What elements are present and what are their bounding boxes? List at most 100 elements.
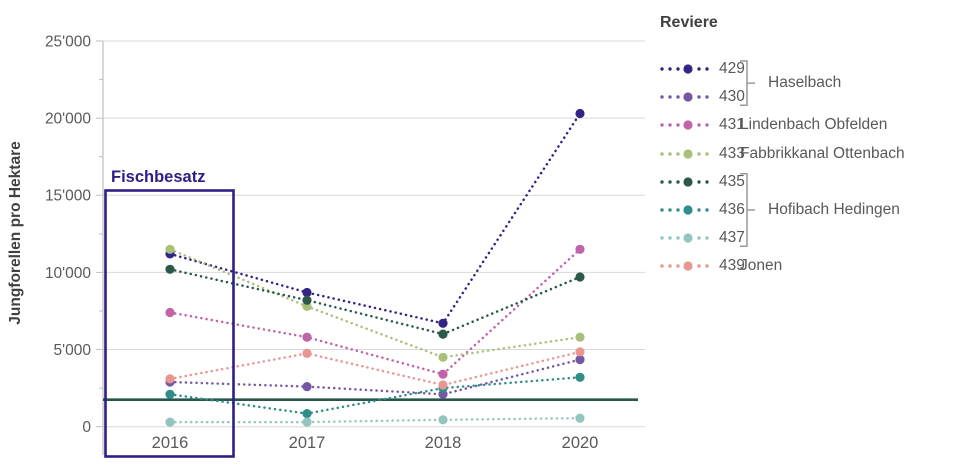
legend-item-431: 431 [658, 116, 745, 134]
legend-dot [697, 208, 701, 212]
legend-dot [660, 95, 664, 99]
legend-item-433: 433 [658, 145, 745, 163]
data-point-439-2020 [575, 347, 585, 357]
legend-series-number: 436 [719, 201, 745, 218]
legend-dot [668, 95, 672, 99]
legend-title: Reviere [660, 14, 718, 31]
legend-dot [697, 123, 701, 128]
data-point-430-2020 [575, 355, 585, 365]
y-tick-label: 0 [82, 419, 91, 436]
data-point-439-2018 [438, 380, 448, 390]
legend-dot [683, 233, 693, 243]
legend-group-label: Lindenbach Obfelden [740, 116, 888, 134]
legend-series-number: 439 [719, 257, 745, 275]
legend-marker-437 [660, 233, 709, 243]
legend-series-number: 433 [719, 144, 745, 162]
legend-dot [683, 205, 693, 215]
legend-dot [676, 236, 680, 240]
legend-dot [660, 123, 664, 128]
series-line-437 [168, 416, 582, 424]
series-line-435 [168, 268, 582, 336]
legend-dot [668, 264, 672, 269]
data-point-433-2018 [438, 352, 448, 362]
legend-series-number: 435 [719, 172, 745, 190]
data-point-429-2018 [438, 318, 448, 328]
legend-dot [683, 120, 693, 130]
legend-dot [705, 123, 709, 128]
legend-dot [668, 151, 672, 156]
x-tick-label: 2016 [152, 434, 189, 452]
data-point-431-2018 [438, 369, 448, 379]
legend-dot [676, 95, 680, 99]
data-point-431-2016 [165, 307, 175, 318]
x-tick-label: 2017 [289, 434, 326, 452]
series-line-433 [168, 248, 582, 359]
series-line-436 [168, 376, 582, 415]
legend-dot [705, 236, 709, 240]
y-axis-title: Jungforellen pro Hektare [7, 141, 24, 325]
data-point-439-2017 [302, 348, 312, 358]
legend-dot [676, 264, 680, 269]
fischbesatz-label: Fischbesatz [111, 168, 205, 186]
data-point-437-2020 [575, 413, 585, 423]
legend-dot [705, 264, 709, 269]
legend-marker-435 [660, 177, 709, 187]
legend-dot [668, 208, 672, 212]
legend-dot [697, 151, 701, 156]
legend-dot [660, 67, 664, 71]
legend-dot [660, 236, 664, 240]
legend-dot [683, 64, 693, 74]
data-point-429-2020 [575, 108, 585, 119]
legend-dot [697, 264, 701, 269]
y-tick-label: 15'000 [45, 188, 91, 205]
data-point-437-2017 [302, 417, 312, 427]
data-point-436-2016 [165, 389, 175, 399]
data-point-436-2020 [575, 372, 585, 382]
legend-item-439: 439 [658, 257, 745, 275]
legend-dot [668, 123, 672, 128]
y-tick-label: 5'000 [54, 342, 92, 359]
x-tick-label: 2018 [425, 434, 462, 452]
series-line-431 [168, 248, 582, 376]
legend-group-label: Jonen [740, 257, 783, 275]
legend-dot [660, 151, 664, 156]
y-tick-label: 25'000 [45, 33, 91, 50]
data-point-435-2017 [302, 295, 312, 305]
legend-dot [683, 92, 693, 102]
data-point-435-2020 [575, 272, 585, 282]
legend-dot [676, 67, 680, 71]
series-line-430 [168, 358, 582, 396]
legend-dot [705, 180, 709, 184]
legend-series-number: 437 [719, 229, 745, 247]
legend-marker-429 [660, 64, 709, 74]
legend-marker-439 [660, 261, 709, 271]
fischbesatz-box [104, 189, 235, 458]
data-point-429-2017 [302, 287, 312, 298]
legend-dot [697, 67, 701, 71]
data-point-435-2016 [165, 264, 175, 274]
legend-item-436: 436 [658, 201, 745, 219]
legend-dot [668, 236, 672, 240]
legend-dot [660, 180, 664, 184]
legend-dot [705, 67, 709, 71]
legend-dot [676, 123, 680, 128]
legend: Reviere 429 430 431 433 435 436 437 439 Haselbac… [656, 0, 960, 300]
legend-dot [705, 151, 709, 156]
x-tick-label: 2020 [562, 434, 599, 452]
y-tick-label: 10'000 [45, 265, 91, 282]
legend-item-437: 437 [658, 229, 745, 247]
legend-item-435: 435 [658, 173, 745, 191]
legend-dot [697, 180, 701, 184]
legend-dot [683, 177, 693, 187]
legend-marker-436 [660, 205, 709, 215]
legend-dot [676, 208, 680, 212]
data-point-436-2017 [302, 409, 312, 419]
legend-item-429: 429 [658, 60, 745, 78]
legend-group-label: Hofibach Hedingen [768, 201, 900, 218]
legend-dot [660, 208, 664, 212]
legend-series-number: 431 [719, 116, 745, 134]
legend-group-label: Fabbrikkanal Ottenbach [740, 144, 905, 162]
data-point-431-2017 [302, 332, 312, 342]
